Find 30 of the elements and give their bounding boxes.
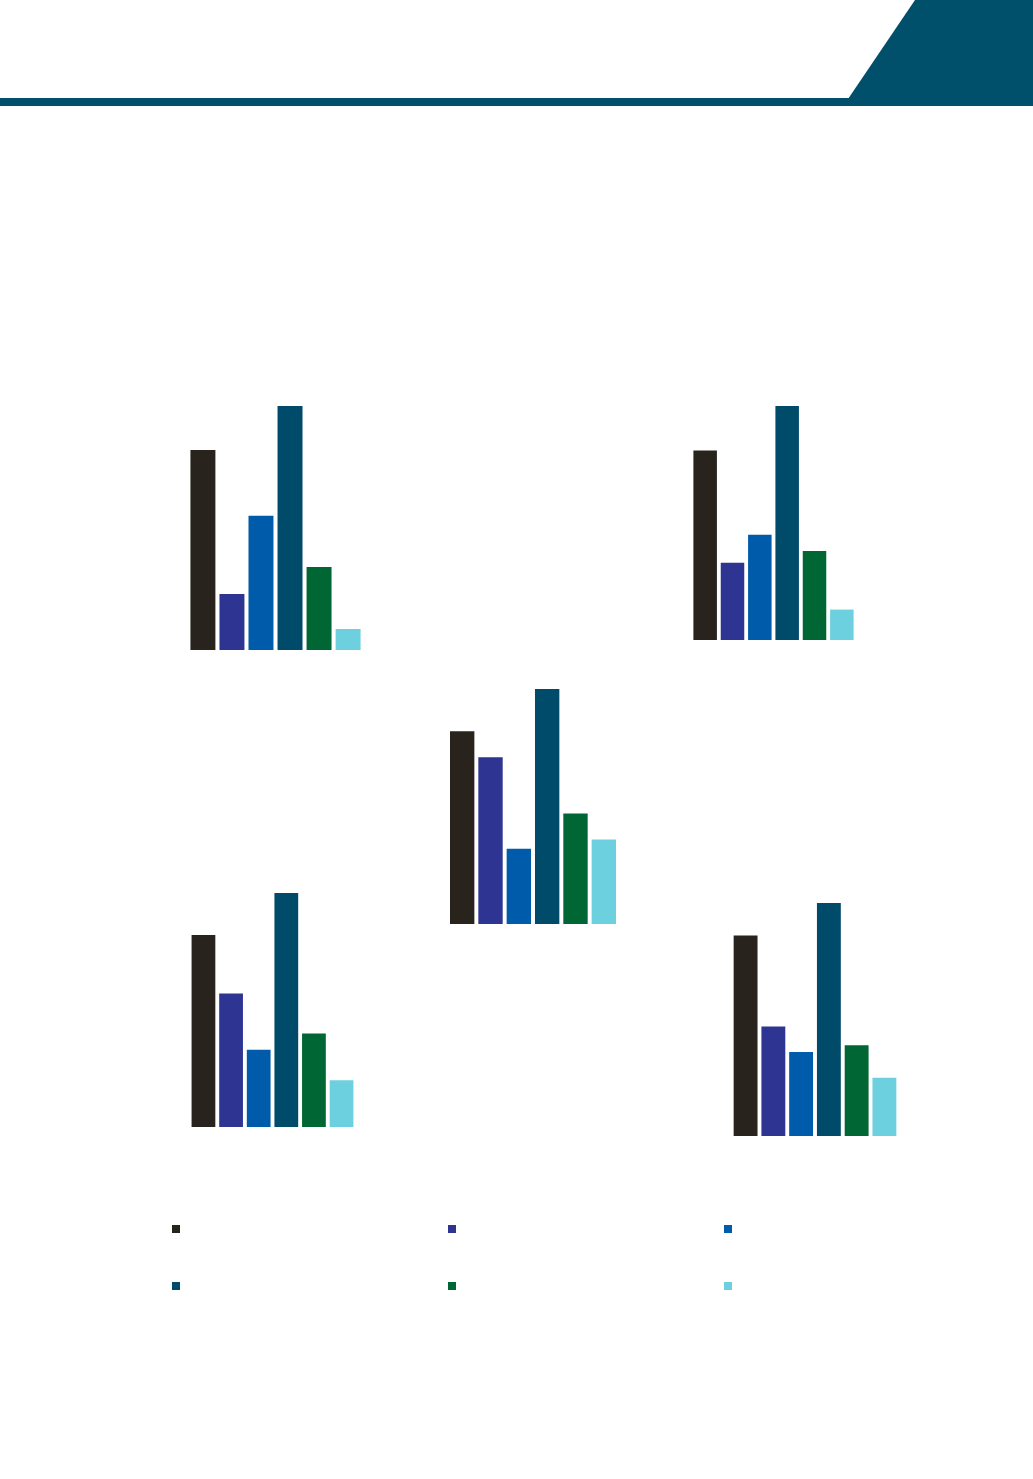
bar <box>591 839 616 924</box>
bar <box>274 893 299 1127</box>
bar <box>277 406 303 650</box>
bar <box>693 450 717 640</box>
bar <box>816 903 841 1136</box>
bar <box>248 515 274 650</box>
bar <box>219 593 245 650</box>
bar <box>761 1026 786 1136</box>
bar <box>306 567 332 650</box>
bar <box>733 935 758 1136</box>
bar <box>506 848 532 924</box>
bar <box>872 1077 897 1136</box>
bar <box>802 551 827 640</box>
bar <box>534 689 560 924</box>
bar <box>246 1049 271 1127</box>
bar <box>335 629 361 650</box>
bar <box>478 757 503 924</box>
bar <box>563 813 588 924</box>
bar <box>775 406 799 640</box>
bar <box>748 534 772 640</box>
bar <box>329 1080 354 1127</box>
bar <box>789 1052 814 1136</box>
bar <box>830 609 854 640</box>
bar <box>844 1045 869 1136</box>
bar <box>450 731 475 924</box>
bar <box>720 562 745 640</box>
bar <box>190 449 216 650</box>
bar <box>191 935 216 1127</box>
bar <box>219 993 243 1127</box>
bar <box>302 1033 326 1127</box>
